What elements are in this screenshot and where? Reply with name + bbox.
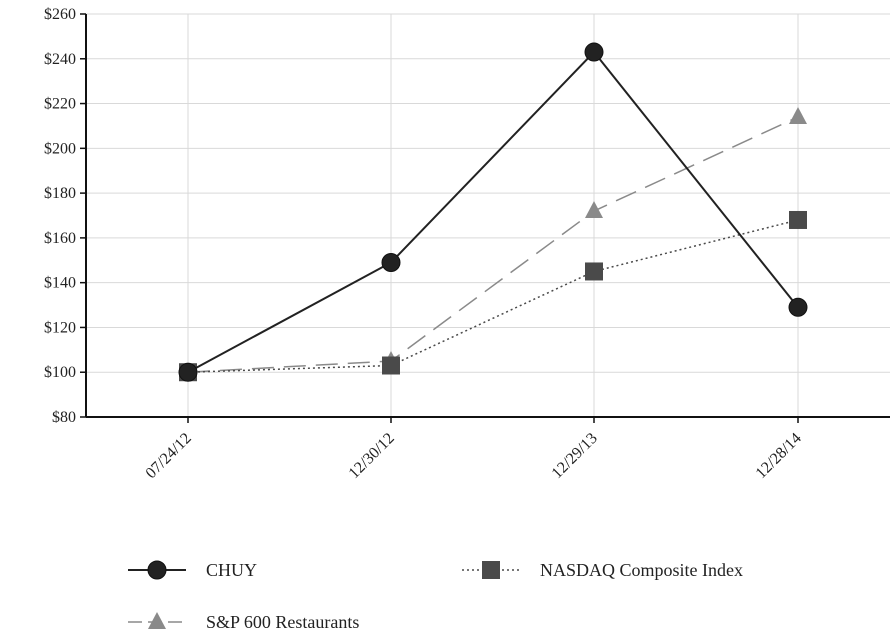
y-tick-labels: $80 $100 $120 $140 $160 $180 $200 $220 $240 $260 [44, 6, 86, 426]
data-point [381, 253, 401, 273]
x-tick-labels: 07/24/12 12/30/12 12/29/13 12/28/14 [143, 417, 805, 482]
legend-marker [148, 612, 166, 629]
y-tick-label: $120 [44, 319, 76, 336]
series-line [187, 50, 799, 374]
data-point [788, 297, 808, 317]
legend-label: S&P 600 Restaurants [206, 612, 359, 632]
legend-marker [147, 560, 167, 580]
y-tick-label: $260 [44, 6, 76, 23]
legend: CHUY NASDAQ Composite Index S&P 600 Restau… [128, 560, 743, 632]
data-point [584, 42, 604, 62]
data-point [382, 356, 400, 375]
legend-item: CHUY [128, 560, 257, 580]
data-point [585, 262, 603, 281]
x-tick-label: 12/29/13 [549, 430, 601, 482]
y-tick-label: $160 [44, 230, 76, 247]
y-tick-label: $80 [52, 409, 76, 426]
y-tick-label: $220 [44, 96, 76, 113]
axes [85, 14, 890, 418]
data-point [789, 106, 807, 124]
y-tick-label: $240 [44, 51, 76, 68]
y-tick-label: $180 [44, 185, 76, 202]
y-tick-label: $140 [44, 275, 76, 292]
x-tick-label: 12/28/14 [753, 430, 805, 482]
legend-label: NASDAQ Composite Index [540, 560, 743, 580]
data-point [789, 210, 807, 229]
legend-label: CHUY [206, 560, 257, 580]
grid [86, 13, 890, 417]
series-nasdaq-composite-index [179, 210, 807, 382]
legend-marker [482, 561, 500, 579]
x-tick-label: 12/30/12 [346, 430, 398, 482]
data-point [585, 201, 603, 219]
x-tick-label: 07/24/12 [143, 430, 195, 482]
series-s-p-600-restaurants [179, 106, 807, 380]
y-tick-label: $100 [44, 364, 76, 381]
series-chuy [178, 42, 808, 382]
series [178, 42, 808, 382]
legend-item: NASDAQ Composite Index [462, 560, 743, 580]
series-line [187, 116, 799, 373]
legend-item: S&P 600 Restaurants [128, 612, 359, 632]
series-line [187, 219, 799, 373]
data-point [178, 362, 198, 382]
y-tick-label: $200 [44, 140, 76, 157]
